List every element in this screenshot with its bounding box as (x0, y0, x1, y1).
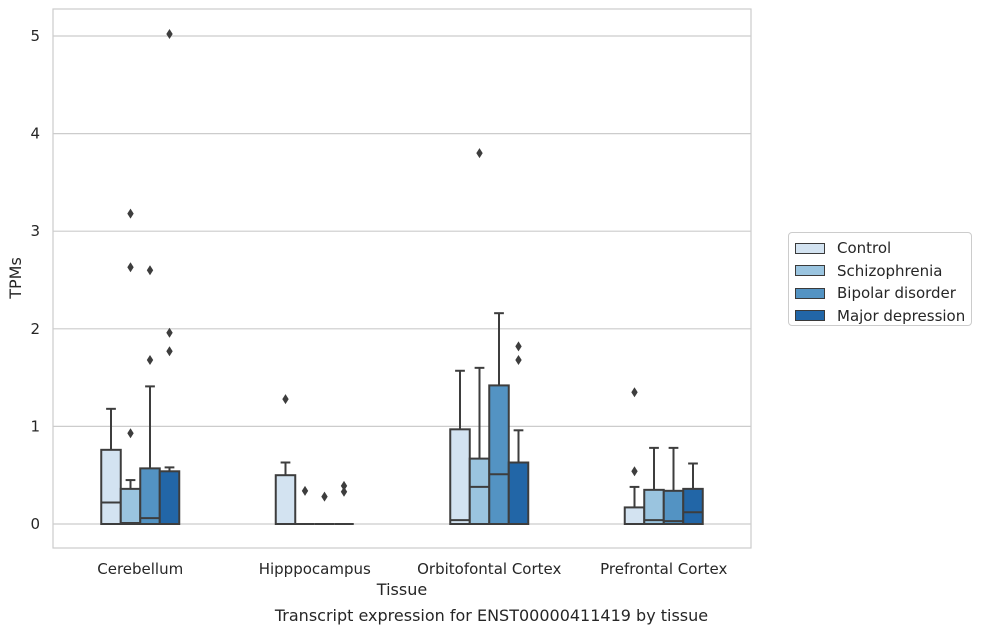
outlier-point (515, 355, 522, 366)
outlier-point (127, 208, 134, 219)
legend-swatch (795, 310, 825, 322)
box-rect (507, 461, 530, 525)
legend-swatch (795, 287, 825, 299)
box-group (334, 480, 354, 525)
box-rect (158, 470, 181, 525)
y-tick-label: 2 (30, 320, 40, 338)
legend: Control Schizophrenia Bipolar disorder M… (788, 232, 972, 326)
y-axis-label: TPMs (6, 257, 25, 300)
box-group (274, 394, 297, 526)
y-tick-label: 0 (30, 515, 40, 533)
outlier-point (301, 485, 309, 496)
box-group (623, 387, 646, 525)
boxes (100, 29, 704, 526)
legend-label: Schizophrenia (837, 261, 943, 280)
box-rect (623, 506, 646, 525)
x-tick-label: Orbitofontal Cortex (417, 560, 561, 578)
box-rect (139, 467, 161, 526)
box-group (507, 341, 530, 525)
box-group (682, 462, 704, 526)
outlier-point (515, 341, 522, 352)
x-tick-labels: Cerebellum Hipppocampus Orbitofontal Corte… (97, 560, 727, 578)
x-tick-label: Hipppocampus (259, 560, 371, 578)
outlier-point (340, 480, 348, 491)
outlier-point (166, 29, 173, 40)
outlier-point (631, 466, 638, 477)
box-rect (488, 384, 510, 525)
box-group (488, 312, 510, 525)
box-rect (682, 487, 704, 526)
box-rect (100, 448, 122, 526)
box-group (158, 29, 181, 525)
outlier-point (631, 387, 638, 398)
outlier-point (166, 327, 173, 338)
y-tick-labels: 0 1 2 3 4 5 (30, 27, 40, 533)
outlier-point (127, 262, 134, 273)
box-group (643, 446, 665, 525)
box-rect (449, 428, 471, 525)
box-rect (643, 488, 665, 525)
outlier-point (321, 491, 328, 502)
legend-swatch (795, 265, 825, 277)
x-tick-label: Prefrontal Cortex (600, 560, 727, 578)
chart-caption: Transcript expression for ENST0000041141… (274, 606, 709, 625)
legend-item-control: Control (795, 237, 971, 260)
plot-area (52, 8, 752, 549)
outlier-point (476, 148, 483, 159)
legend-item-schizophrenia: Schizophrenia (795, 260, 971, 283)
legend-label: Major depression (837, 306, 966, 325)
box-rect (119, 487, 142, 526)
outlier-point (282, 394, 289, 405)
legend-swatch (795, 242, 825, 254)
legend-item-bipolar-disorder: Bipolar disorder (795, 282, 971, 305)
x-tick-label: Cerebellum (97, 560, 183, 578)
box-group (468, 148, 491, 525)
outlier-point (146, 265, 154, 276)
box-rect (468, 457, 491, 525)
legend-item-major-depression: Major depression (795, 305, 971, 328)
x-axis-label: Tissue (376, 580, 427, 599)
outlier-point (166, 346, 173, 357)
y-tick-label: 4 (30, 125, 40, 143)
y-tick-label: 3 (30, 222, 40, 240)
y-tick-label: 1 (30, 417, 40, 435)
outlier-point (340, 486, 348, 497)
box-group (295, 485, 315, 525)
box-group (100, 407, 122, 526)
legend-label: Control (837, 239, 892, 258)
outlier-point (146, 355, 154, 366)
box-group (314, 491, 335, 525)
outlier-point (127, 428, 134, 439)
box-rect (274, 474, 297, 526)
box-rect (662, 489, 685, 526)
y-tick-label: 5 (30, 27, 40, 45)
legend-label: Bipolar disorder (837, 284, 956, 303)
